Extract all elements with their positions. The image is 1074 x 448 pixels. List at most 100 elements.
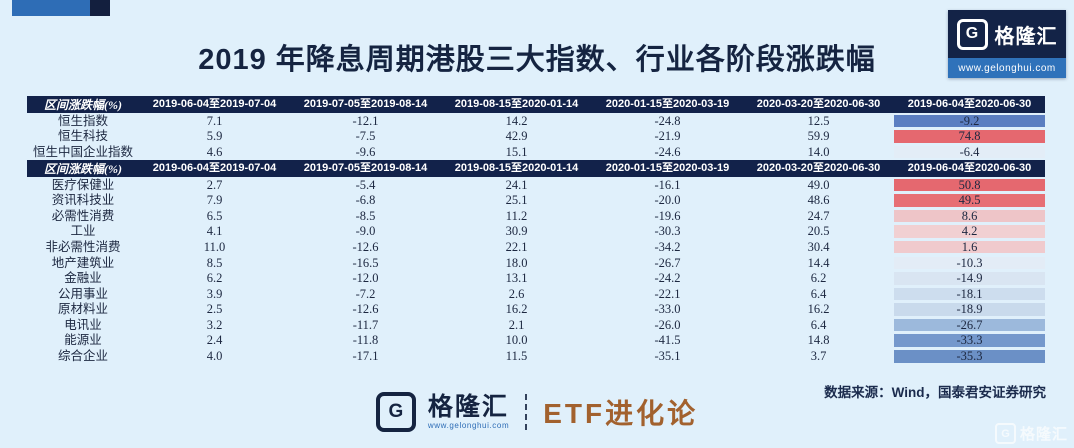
- cell-value: -20.0: [654, 193, 681, 208]
- cell-value: -24.6: [654, 144, 681, 159]
- cell-value: 4.6: [206, 144, 223, 159]
- brand-badge-top: G 格隆汇: [948, 10, 1066, 58]
- row-label: 资讯科技业: [51, 193, 115, 208]
- cell-value: -30.3: [654, 224, 681, 239]
- cell-value: 24.7: [807, 208, 830, 223]
- cell-value: 48.6: [807, 193, 830, 208]
- cell-value: -9.0: [355, 224, 376, 239]
- cell-value: 11.0: [203, 239, 226, 254]
- cell-value: -19.6: [654, 208, 681, 223]
- table-row: 恒生指数 7.1 -12.1 14.2 -24.8 12.5 -9.2: [27, 113, 1045, 129]
- cell-value: 1.6: [894, 241, 1045, 254]
- brand-badge: G 格隆汇 www.gelonghui.com: [948, 10, 1066, 78]
- cell-value: 4.0: [206, 349, 223, 364]
- gelonghui-logo-icon: G: [375, 392, 416, 432]
- cell-value: -33.3: [894, 334, 1045, 347]
- table-row: 综合企业 4.0 -17.1 11.5 -35.1 3.7 -35.3: [27, 349, 1045, 365]
- cell-value: 2.7: [206, 177, 223, 192]
- cell-value: -18.9: [894, 303, 1045, 316]
- page-title: 2019 年降息周期港股三大指数、行业各阶段涨跌幅: [198, 44, 876, 76]
- cell-value: -21.9: [654, 129, 681, 144]
- cell-value: 18.0: [505, 255, 528, 270]
- cell-value: -17.1: [352, 349, 379, 364]
- row-label: 必需性消费: [51, 208, 115, 223]
- footer-divider: [525, 394, 528, 430]
- column-header: 2019-06-04至2019-07-04: [152, 98, 277, 110]
- column-header: 区间涨跌幅(%): [44, 161, 122, 176]
- brand-url: www.gelonghui.com: [948, 58, 1066, 78]
- cell-value: 49.5: [894, 194, 1045, 207]
- table-row: 电讯业 3.2 -11.7 2.1 -26.0 6.4 -26.7: [27, 317, 1045, 333]
- footer-brand-name: 格隆汇: [427, 392, 509, 421]
- table-row: 恒生科技 5.9 -7.5 42.9 -21.9 59.9 74.8: [27, 129, 1045, 145]
- row-label: 能源业: [64, 333, 102, 348]
- cell-value: 30.4: [807, 239, 830, 254]
- cell-value: 24.1: [505, 177, 528, 192]
- cell-value: -12.6: [352, 239, 379, 254]
- cell-value: 16.2: [505, 302, 528, 317]
- indices-table: 区间涨跌幅(%) 2019-06-04至2019-07-04 2019-07-05至…: [27, 96, 1045, 160]
- cell-value: 59.9: [807, 129, 830, 144]
- row-label: 综合企业: [57, 349, 108, 364]
- cell-value: -16.1: [654, 177, 681, 192]
- cell-value: 50.8: [894, 179, 1045, 192]
- decor-bar-navy: [90, 0, 110, 16]
- cell-value: -18.1: [894, 288, 1045, 301]
- cell-value: 2.6: [508, 286, 525, 301]
- cell-value: 14.2: [505, 113, 528, 128]
- cell-value: 6.2: [810, 271, 827, 286]
- cell-value: -11.8: [352, 333, 379, 348]
- cell-value: -22.1: [654, 286, 681, 301]
- row-label: 地产建筑业: [51, 255, 115, 270]
- row-label: 恒生指数: [57, 113, 108, 128]
- cell-value: 6.2: [206, 271, 223, 286]
- column-header: 2019-06-04至2020-06-30: [907, 98, 1032, 110]
- table-row: 能源业 2.4 -11.8 10.0 -41.5 14.8 -33.3: [27, 333, 1045, 349]
- cell-value: 6.4: [810, 317, 827, 332]
- watermark-name: 格隆汇: [1019, 426, 1068, 443]
- cell-value: 3.2: [206, 317, 223, 332]
- cell-value: 4.2: [894, 225, 1045, 238]
- corner-watermark: G 格隆汇: [994, 423, 1068, 444]
- table-row: 非必需性消费 11.0 -12.6 22.1 -34.2 30.4 1.6: [27, 239, 1045, 255]
- cell-value: 20.5: [807, 224, 830, 239]
- cell-value: -26.0: [654, 317, 681, 332]
- cell-value: 2.4: [206, 333, 223, 348]
- row-label: 恒生科技: [57, 129, 108, 144]
- cell-value: -9.2: [894, 115, 1045, 128]
- gelonghui-logo-icon: G: [956, 18, 988, 50]
- column-header: 2019-08-15至2020-01-14: [454, 98, 579, 110]
- cell-value: 49.0: [807, 177, 830, 192]
- table-header-row: 区间涨跌幅(%) 2019-06-04至2019-07-04 2019-07-05至…: [27, 160, 1045, 177]
- table-row: 医疗保健业 2.7 -5.4 24.1 -16.1 49.0 50.8: [27, 177, 1045, 193]
- cell-value: -24.2: [654, 271, 681, 286]
- cell-value: 8.6: [894, 210, 1045, 223]
- table-row: 地产建筑业 8.5 -16.5 18.0 -26.7 14.4 -10.3: [27, 255, 1045, 271]
- cell-value: 8.5: [206, 255, 223, 270]
- row-label: 公用事业: [57, 286, 108, 301]
- cell-value: 10.0: [505, 333, 528, 348]
- cell-value: -7.5: [355, 129, 376, 144]
- column-header: 2019-07-05至2019-08-14: [303, 98, 428, 110]
- brand-name: 格隆汇: [994, 25, 1058, 48]
- row-label: 医疗保健业: [51, 177, 115, 192]
- cell-value: -26.7: [894, 319, 1045, 332]
- cell-value: -26.7: [654, 255, 681, 270]
- cell-value: -12.6: [352, 302, 379, 317]
- cell-value: 3.7: [810, 349, 827, 364]
- cell-value: 30.9: [505, 224, 528, 239]
- column-header: 2019-06-04至2020-06-30: [907, 162, 1032, 174]
- table-row: 原材料业 2.5 -12.6 16.2 -33.0 16.2 -18.9: [27, 302, 1045, 318]
- cell-value: -6.8: [355, 193, 376, 208]
- table-row: 必需性消费 6.5 -8.5 11.2 -19.6 24.7 8.6: [27, 208, 1045, 224]
- row-label: 工业: [70, 224, 96, 239]
- cell-value: 6.5: [206, 208, 223, 223]
- cell-value: 16.2: [807, 302, 830, 317]
- row-label: 原材料业: [57, 302, 108, 317]
- cell-value: 13.1: [505, 271, 528, 286]
- footer-brand: 格隆汇 www.gelonghui.com: [427, 392, 509, 430]
- cell-value: 2.5: [206, 302, 223, 317]
- decor-bar-blue: [12, 0, 90, 16]
- cell-value: -6.4: [894, 146, 1045, 159]
